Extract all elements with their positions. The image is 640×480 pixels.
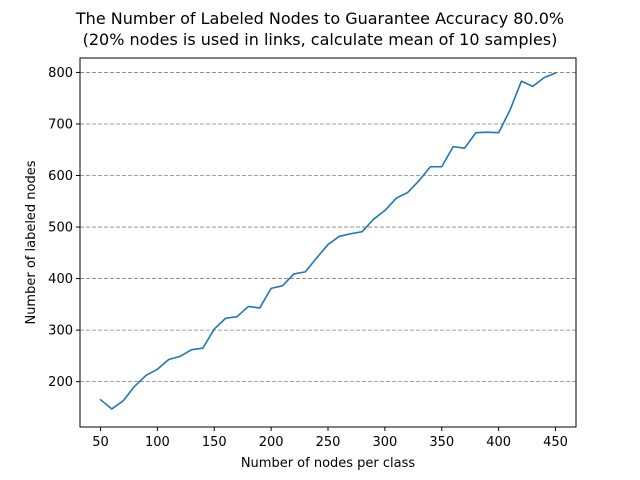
series-lines: [99, 72, 557, 410]
x-tick-label: 250: [316, 435, 341, 450]
y-tick-label: 700: [48, 117, 73, 132]
y-tick-label: 200: [48, 375, 73, 390]
x-tick-label: 100: [145, 435, 170, 450]
x-tick-label: 350: [429, 435, 454, 450]
series-line-0: [99, 72, 557, 410]
y-tick-label: 600: [48, 169, 73, 184]
chart-title: The Number of Labeled Nodes to Guarantee…: [75, 9, 564, 28]
chart-subtitle: (20% nodes is used in links, calculate m…: [83, 30, 558, 49]
x-tick-label: 400: [486, 435, 511, 450]
y-axis-label: Number of labeled nodes: [24, 160, 39, 324]
x-axis-label: Number of nodes per class: [241, 456, 416, 471]
y-axis-ticks: 200 300 400 500 600 700 800: [48, 66, 80, 390]
x-tick-label: 50: [92, 435, 109, 450]
y-tick-label: 400: [48, 272, 73, 287]
y-tick-label: 500: [48, 221, 73, 236]
y-tick-label: 300: [48, 324, 73, 339]
plot-frame: [79, 57, 577, 428]
y-tick-label: 800: [48, 66, 73, 81]
x-axis-ticks: 50 100 150 200 250 300 350 400 450: [92, 427, 568, 450]
x-tick-label: 450: [543, 435, 568, 450]
x-tick-label: 300: [372, 435, 397, 450]
x-tick-label: 200: [259, 435, 284, 450]
gridlines: [80, 72, 576, 383]
x-tick-label: 150: [202, 435, 227, 450]
